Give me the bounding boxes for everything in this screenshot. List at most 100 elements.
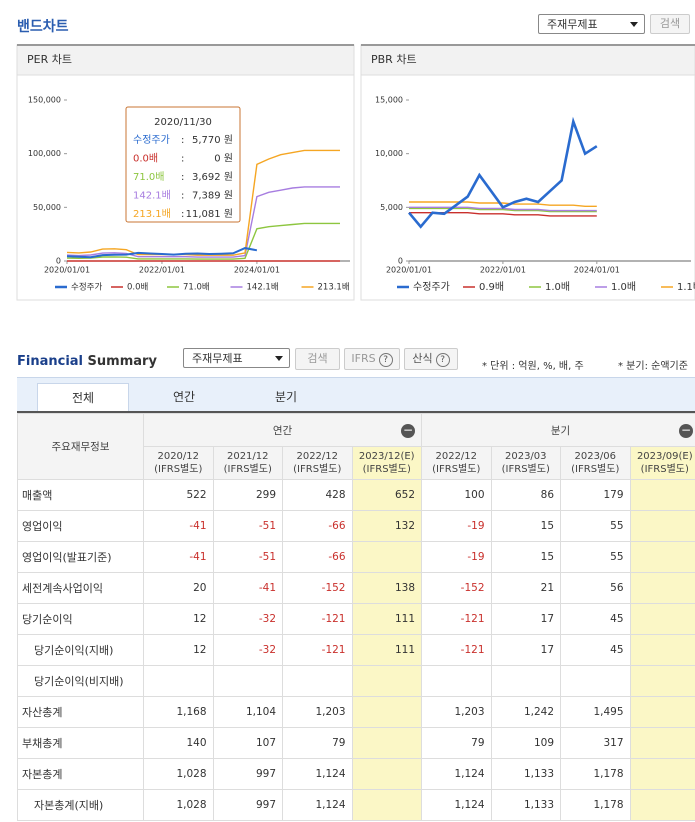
value-cell: 1,124 [422,759,492,790]
column-basis: (IFRS별도) [637,463,694,476]
group-header: 분기− [422,414,695,447]
value-cell: -32 [213,604,283,635]
row-label: 영업이익(발표기준) [18,542,144,573]
value-cell: 107 [213,728,283,759]
y-tick-label: 15,000 [375,96,403,105]
value-cell [352,697,422,728]
value-cell: 1,178 [561,759,631,790]
y-tick-label: 5,000 [380,203,403,212]
summary-title: Financial Summary [17,354,157,369]
help-icon: ? [379,353,393,367]
column-basis: (IFRS별도) [359,463,416,476]
row-label: 매출액 [18,480,144,511]
column-header: 2021/12(IFRS별도) [213,447,283,480]
y-tick-label: 100,000 [28,149,61,158]
value-cell: 1,178 [561,790,631,821]
value-cell: 1,124 [283,759,353,790]
column-period: 2023/03 [498,450,555,463]
legend-label: 0.0배 [127,283,148,293]
value-cell: -152 [283,573,353,604]
tooltip-label: 0.0배 [133,153,158,165]
tab[interactable]: 연간 [139,383,229,411]
value-cell [352,666,422,697]
group-header: 연간− [144,414,422,447]
column-header: 2022/12(IFRS별도) [283,447,353,480]
tooltip-colon: : [181,209,184,220]
y-tick-label: 150,000 [28,96,61,105]
value-cell: 1,168 [144,697,214,728]
column-basis: (IFRS별도) [289,463,346,476]
column-header: 2023/12(E)(IFRS별도) [352,447,422,480]
x-tick-label: 2022/01/01 [480,266,526,275]
column-period: 2022/12 [289,450,346,463]
value-cell: -51 [213,511,283,542]
chart-panel [361,45,695,300]
row-label: 당기순이익 [18,604,144,635]
value-cell: -51 [213,542,283,573]
value-cell: -66 [283,511,353,542]
tab[interactable]: 전체 [37,383,129,412]
value-cell: 428 [283,480,353,511]
value-cell: 179 [561,480,631,511]
value-cell: 111 [352,635,422,666]
x-tick-label: 2020/01/01 [44,266,90,275]
summary-title-a: Financial [17,354,83,369]
column-period: 2023/09(E) [637,450,694,463]
y-tick-label: 50,000 [33,203,61,212]
value-cell: -41 [144,511,214,542]
tooltip-value: 11,081 원 [186,208,233,220]
value-cell: 138 [352,573,422,604]
value-cell: 79 [283,728,353,759]
column-basis: (IFRS별도) [498,463,555,476]
tab-bar: 전체 연간 분기 [17,377,695,411]
column-period: 2021/12 [220,450,277,463]
value-cell: 15 [491,542,561,573]
value-cell: 652 [352,480,422,511]
value-cell: 111 [352,604,422,635]
y-tick-label: 0 [398,257,403,266]
value-cell: -66 [283,542,353,573]
value-cell [352,728,422,759]
y-tick-label: 10,000 [375,149,403,158]
summary-search[interactable]: 검색 [295,348,340,370]
value-cell: 109 [491,728,561,759]
column-basis: (IFRS별도) [567,463,624,476]
formula-button[interactable]: 산식? [404,348,458,370]
value-cell [630,666,695,697]
column-basis: (IFRS별도) [150,463,207,476]
value-cell: -121 [422,604,492,635]
column-header: 2023/09(E)(IFRS별도) [630,447,695,480]
legend-label: 0.9배 [479,281,504,293]
value-cell: -32 [213,635,283,666]
value-cell [630,480,695,511]
corner-cell: 주요재무정보 [18,414,144,480]
value-cell: 140 [144,728,214,759]
column-header: 2023/06(IFRS별도) [561,447,631,480]
value-cell: -121 [283,604,353,635]
value-cell [491,666,561,697]
tooltip-colon: : [181,191,184,202]
summary-select[interactable]: 주재무제표 [183,348,290,368]
summary-title-b: Summary [88,354,157,369]
value-cell: 1,104 [213,697,283,728]
column-basis: (IFRS별도) [220,463,277,476]
column-period: 2023/06 [567,450,624,463]
tooltip-colon: : [181,172,184,183]
tab[interactable]: 분기 [241,383,331,411]
tooltip-value: 5,770 원 [192,134,233,146]
value-cell: 1,203 [283,697,353,728]
value-cell [630,511,695,542]
data-row: 당기순이익(비지배) [18,666,695,697]
x-tick-label: 2024/01/01 [234,266,280,275]
value-cell: -19 [422,542,492,573]
ifrs-button[interactable]: IFRS? [344,348,400,370]
legend-label: 1.1배 [677,281,695,293]
chart-title: PER 차트 [27,53,72,66]
value-cell: 56 [561,573,631,604]
value-cell [213,666,283,697]
